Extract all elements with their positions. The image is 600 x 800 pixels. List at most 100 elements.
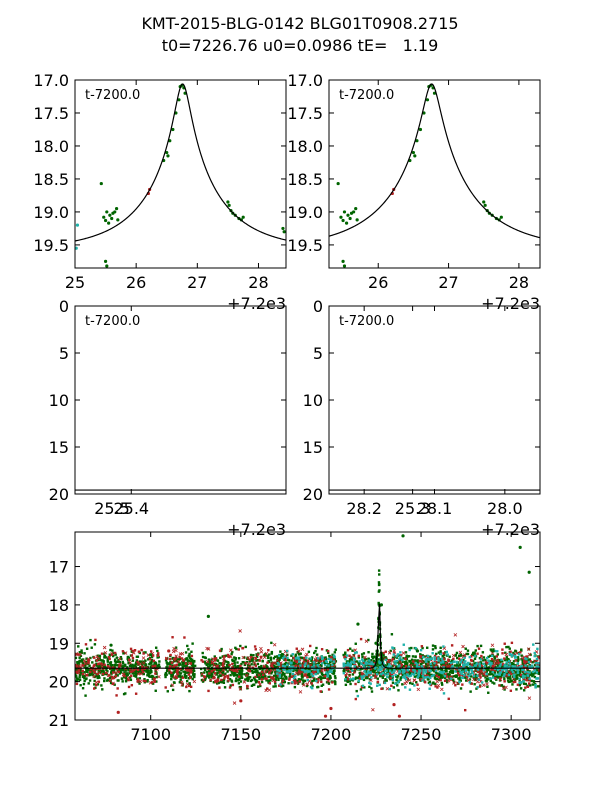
data-point — [529, 660, 532, 663]
data-point — [408, 647, 411, 650]
data-point — [281, 653, 285, 656]
data-point — [513, 680, 517, 684]
data-point — [147, 658, 150, 661]
data-point — [188, 666, 191, 669]
data-point — [114, 653, 117, 656]
data-point — [284, 657, 287, 660]
data-point — [401, 676, 405, 679]
data-point — [524, 686, 527, 689]
data-point — [351, 673, 355, 676]
data-point — [115, 667, 119, 671]
data-point — [108, 676, 112, 680]
data-point — [438, 673, 442, 677]
data-point — [94, 638, 97, 642]
data-point — [285, 649, 289, 653]
data-point — [415, 139, 419, 143]
data-point — [116, 674, 119, 677]
data-point — [524, 682, 527, 686]
data-point — [200, 672, 204, 676]
data-point — [286, 663, 289, 666]
data-point — [424, 665, 427, 669]
y-tick-label: 20 — [303, 485, 323, 504]
data-point — [106, 664, 110, 668]
data-point — [483, 665, 487, 668]
data-point — [310, 672, 313, 676]
data-point — [307, 665, 310, 669]
data-point — [324, 660, 328, 663]
data-point — [255, 673, 259, 677]
data-point — [446, 653, 449, 656]
data-point — [270, 675, 274, 680]
data-point — [278, 657, 281, 660]
data-point — [326, 665, 329, 668]
data-point — [288, 669, 291, 673]
data-point — [81, 663, 86, 667]
data-point — [183, 673, 187, 676]
data-point — [516, 662, 519, 665]
data-point — [149, 653, 153, 657]
data-point — [144, 663, 148, 666]
data-point — [431, 665, 435, 668]
data-point — [524, 657, 527, 660]
data-point — [89, 667, 92, 671]
data-point — [98, 667, 101, 671]
data-point — [525, 676, 529, 680]
data-point — [421, 679, 424, 682]
data-point — [345, 664, 348, 667]
data-point — [439, 650, 442, 653]
data-point — [353, 665, 356, 668]
data-point — [316, 680, 319, 684]
data-point — [171, 636, 174, 639]
x-offset-label: +7.2e3 — [227, 520, 286, 539]
data-point — [484, 676, 487, 679]
data-point — [435, 664, 438, 667]
data-point — [255, 680, 259, 683]
data-point — [430, 674, 434, 678]
data-point — [399, 678, 402, 681]
data-point — [508, 662, 512, 666]
data-point — [516, 671, 520, 675]
data-point — [446, 673, 449, 676]
data-point — [395, 675, 398, 678]
data-point — [176, 659, 181, 664]
data-point — [279, 654, 283, 657]
data-point — [352, 210, 356, 214]
data-point — [83, 674, 86, 678]
axes-frame — [328, 79, 541, 269]
data-point — [304, 669, 308, 673]
data-point — [353, 651, 357, 655]
data-point — [92, 664, 96, 667]
data-point — [452, 675, 456, 678]
data-point — [286, 668, 289, 672]
data-point — [128, 664, 132, 668]
data-point — [241, 215, 245, 219]
data-point — [498, 679, 502, 682]
data-point — [344, 221, 349, 225]
data-point — [239, 680, 243, 683]
data-point — [434, 666, 438, 669]
data-point — [389, 665, 392, 668]
data-point — [171, 649, 176, 654]
data-point — [389, 672, 393, 676]
data-point — [462, 658, 465, 662]
data-point — [236, 665, 240, 669]
data-point — [178, 657, 182, 661]
y-tick-label: 19.0 — [287, 203, 323, 222]
data-point — [533, 675, 537, 679]
data-point — [262, 655, 267, 660]
data-point — [157, 674, 161, 679]
data-point — [100, 662, 103, 666]
data-point — [120, 668, 124, 672]
data-point — [501, 686, 506, 690]
data-point — [414, 661, 417, 665]
data-point — [489, 677, 492, 680]
data-point — [511, 662, 515, 666]
plot-area — [75, 534, 540, 718]
data-point — [310, 657, 314, 661]
data-point — [445, 666, 448, 669]
data-point — [234, 668, 239, 673]
data-point — [513, 673, 516, 677]
data-point — [508, 652, 512, 656]
data-point — [284, 661, 288, 665]
data-point — [144, 680, 147, 683]
